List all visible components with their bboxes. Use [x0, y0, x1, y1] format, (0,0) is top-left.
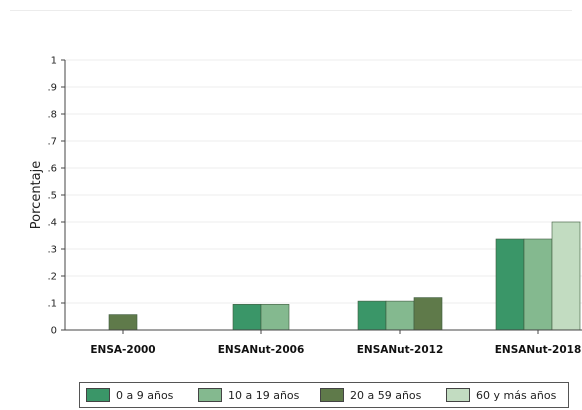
- bar: [232, 304, 262, 331]
- y-tick-label: .7: [47, 137, 57, 148]
- legend-item: 60 y más años: [446, 387, 556, 403]
- x-category-label: ENSANut-2012: [357, 344, 444, 356]
- y-tick-label: .6: [47, 164, 57, 175]
- legend-swatch: [320, 388, 344, 402]
- legend-label: 0 a 9 años: [116, 388, 174, 402]
- bar: [260, 304, 290, 331]
- y-tick-label: .2: [47, 272, 57, 283]
- x-category-label: ENSANut-2018: [495, 344, 582, 356]
- y-tick-label: 0: [51, 326, 57, 337]
- bar: [523, 238, 553, 331]
- y-tick-label: .5: [47, 191, 57, 202]
- y-axis-label: Porcentaje: [29, 161, 44, 229]
- bar-chart: 0 .1 .2 .3 .4 .5 .6 .7 .8 .9 1 ENSA-2000 ENSANut-20…: [29, 56, 582, 356]
- bar: [551, 221, 581, 331]
- bar: [495, 238, 525, 331]
- legend-swatch: [86, 388, 110, 402]
- y-tick-label: 1: [51, 56, 57, 67]
- bar: [108, 314, 138, 331]
- y-tick-label: .1: [47, 299, 57, 310]
- bars: [108, 221, 581, 331]
- legend-item: 0 a 9 años: [86, 387, 173, 403]
- legend: 0 a 9 años 10 a 19 años 20 a 59 años 60 y m…: [79, 382, 569, 408]
- bar: [413, 297, 443, 331]
- legend-swatch: [446, 388, 470, 402]
- y-tick-label: .4: [47, 218, 57, 229]
- legend-label: 10 a 19 años: [228, 388, 300, 402]
- legend-item: 10 a 19 años: [198, 387, 299, 403]
- legend-swatch: [198, 388, 222, 402]
- x-category-labels: ENSA-2000 ENSANut-2006 ENSANut-2012 ENSANut…: [90, 330, 581, 356]
- x-category-label: ENSANut-2006: [218, 344, 305, 356]
- y-tick-label: .8: [47, 110, 57, 121]
- bar: [385, 300, 415, 331]
- legend-label: 20 a 59 años: [350, 388, 422, 402]
- y-tick-label: .9: [47, 83, 57, 94]
- bar: [357, 300, 387, 331]
- x-category-label: ENSA-2000: [90, 344, 155, 356]
- y-ticks: 0 .1 .2 .3 .4 .5 .6 .7 .8 .9 1: [47, 56, 65, 337]
- legend-label: 60 y más años: [476, 388, 557, 402]
- legend-item: 20 a 59 años: [320, 387, 421, 403]
- top-divider: [10, 10, 572, 11]
- y-tick-label: .3: [47, 245, 57, 256]
